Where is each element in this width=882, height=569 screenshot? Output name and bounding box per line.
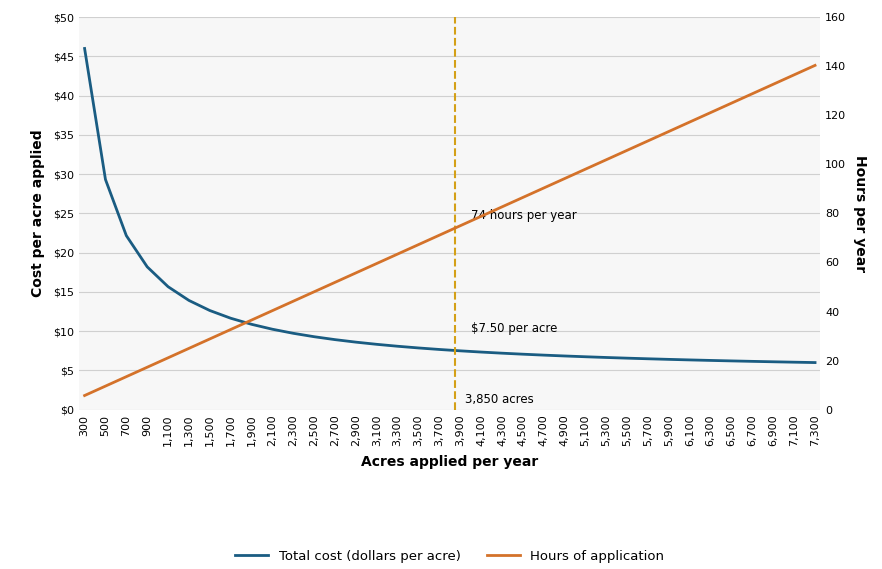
Text: $7.50 per acre: $7.50 per acre — [471, 322, 557, 335]
Text: 3,850 acres: 3,850 acres — [466, 393, 534, 406]
Y-axis label: Hours per year: Hours per year — [853, 155, 867, 272]
Legend: Total cost (dollars per acre), Hours of application: Total cost (dollars per acre), Hours of … — [230, 545, 669, 568]
Y-axis label: Cost per acre applied: Cost per acre applied — [31, 130, 45, 297]
Text: 74 hours per year: 74 hours per year — [471, 209, 577, 222]
X-axis label: Acres applied per year: Acres applied per year — [362, 455, 538, 469]
